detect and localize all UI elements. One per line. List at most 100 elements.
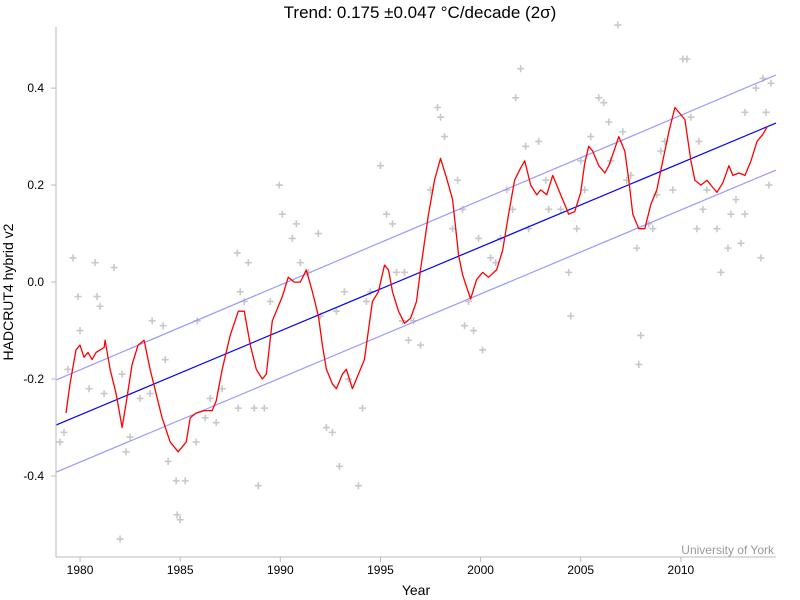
monthly-point: [340, 288, 348, 296]
monthly-point: [614, 21, 622, 29]
x-tick-label: 1995: [367, 563, 394, 577]
monthly-point: [512, 94, 520, 102]
monthly-point: [260, 404, 268, 412]
x-tick-label: 1985: [167, 563, 194, 577]
y-axis-label: HADCRUT4 hybrid v2: [0, 223, 16, 360]
monthly-point: [110, 264, 118, 272]
monthly-point: [573, 225, 581, 233]
monthly-point: [85, 385, 93, 393]
monthly-point: [296, 259, 304, 267]
monthly-point: [74, 293, 82, 301]
monthly-point: [633, 244, 641, 252]
x-axis-label: Year: [402, 582, 431, 598]
monthly-point: [250, 404, 258, 412]
monthly-point: [587, 133, 595, 141]
monthly-point: [657, 147, 665, 155]
x-ticks: 1980 1985 1990 1995 2000 2005 2010: [67, 557, 695, 577]
monthly-point: [266, 297, 274, 305]
monthly-point: [713, 225, 721, 233]
monthly-point: [91, 259, 99, 267]
y-tick-label: 0.0: [27, 275, 44, 289]
monthly-point: [479, 346, 487, 354]
monthly-point: [757, 254, 765, 262]
monthly-point: [354, 482, 362, 490]
monthly-point: [695, 137, 703, 145]
monthly-point: [727, 210, 735, 218]
trend-upper-bound-line: [55, 74, 777, 381]
monthly-point: [244, 259, 252, 267]
monthly-point: [388, 220, 396, 228]
monthly-point: [635, 360, 643, 368]
monthly-point: [56, 438, 64, 446]
monthly-point: [605, 118, 613, 126]
monthly-point: [637, 331, 645, 339]
monthly-point: [358, 404, 366, 412]
monthly-point: [100, 390, 108, 398]
monthly-point: [181, 477, 189, 485]
monthly-point: [693, 225, 701, 233]
monthly-point: [362, 297, 370, 305]
x-tick-label: 1980: [67, 563, 94, 577]
monthly-point: [732, 196, 740, 204]
monthly-point: [176, 516, 184, 524]
monthly-point: [64, 365, 72, 373]
monthly-point: [687, 113, 695, 121]
monthly-point: [212, 419, 220, 427]
axes: [55, 27, 776, 558]
x-tick-label: 1990: [267, 563, 294, 577]
monthly-point: [509, 205, 517, 213]
monthly-point: [118, 370, 126, 378]
monthly-point: [434, 103, 442, 111]
monthly-point: [206, 394, 214, 402]
monthly-point: [400, 268, 408, 276]
monthly-point: [475, 234, 483, 242]
monthly-point: [236, 288, 244, 296]
monthly-point: [275, 181, 283, 189]
monthly-point: [332, 307, 340, 315]
monthly-point: [322, 424, 330, 432]
monthly-point: [487, 254, 495, 262]
monthly-point: [535, 137, 543, 145]
monthly-point: [619, 128, 627, 136]
monthly-point: [669, 186, 677, 194]
monthly-point: [595, 94, 603, 102]
monthly-point: [382, 210, 390, 218]
y-ticks: 0.4 0.2 0.0 -0.2 -0.4: [23, 81, 56, 483]
monthly-point: [567, 312, 575, 320]
monthly-point: [96, 302, 104, 310]
monthly-point: [683, 55, 691, 63]
monthly-point: [765, 181, 773, 189]
trend-line: [55, 122, 777, 426]
monthly-point: [600, 99, 608, 107]
monthly-point: [148, 317, 156, 325]
monthly-point: [449, 225, 457, 233]
monthly-point: [159, 322, 167, 330]
monthly-point: [392, 268, 400, 276]
monthly-point: [335, 462, 343, 470]
monthly-point: [69, 254, 77, 262]
monthly-point: [522, 142, 530, 150]
monthly-point: [437, 113, 445, 121]
x-tick-label: 2005: [567, 563, 594, 577]
monthly-point: [752, 84, 760, 92]
y-tick-label: -0.4: [23, 469, 44, 483]
monthly-point: [441, 133, 449, 141]
monthly-point: [417, 341, 425, 349]
y-tick-label: -0.2: [23, 372, 44, 386]
monthly-point: [136, 394, 144, 402]
plot-area: [55, 21, 777, 543]
monthly-point: [470, 327, 478, 335]
monthly-point: [454, 176, 462, 184]
monthly-point: [703, 186, 711, 194]
monthly-point: [218, 385, 226, 393]
monthly-point: [717, 268, 725, 276]
monthly-point: [116, 535, 124, 543]
y-tick-label: 0.2: [27, 178, 44, 192]
credit-text: University of York: [681, 543, 775, 557]
monthly-point: [122, 448, 130, 456]
y-tick-label: 0.4: [27, 81, 44, 95]
monthly-point: [461, 322, 469, 330]
monthly-point: [76, 327, 84, 335]
monthly-point: [328, 428, 336, 436]
